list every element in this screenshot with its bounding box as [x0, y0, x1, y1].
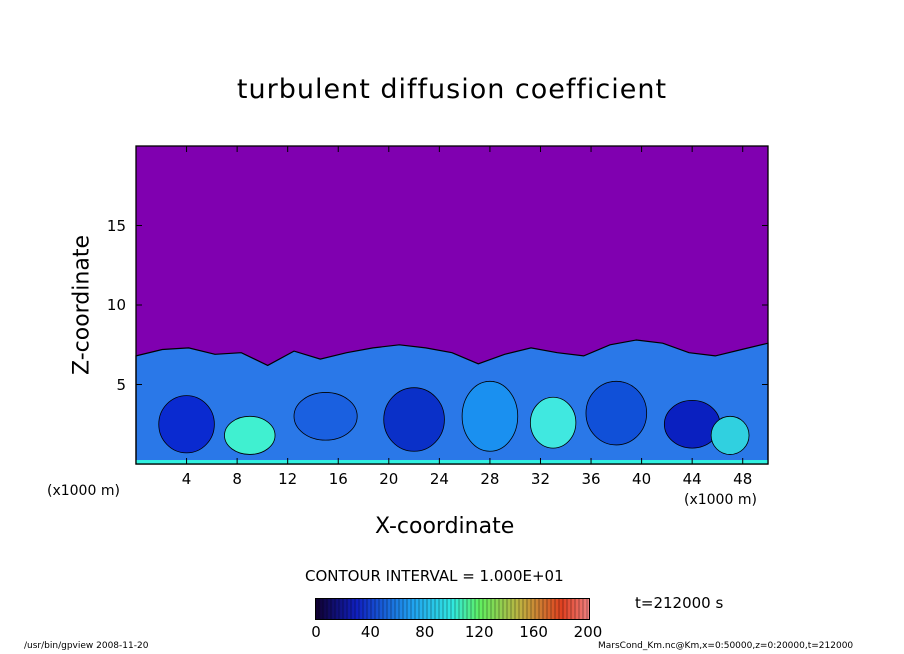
footer-source: MarsCond_Km.nc@Km,x=0:50000,z=0:20000,t=… — [598, 641, 854, 651]
turbulent-eddies — [136, 380, 768, 464]
y-tick-label: 5 — [116, 375, 126, 394]
eddy — [529, 396, 577, 449]
x-tick-label: 32 — [530, 470, 551, 488]
y-tick-label: 15 — [106, 216, 126, 235]
x-tick-label: 44 — [682, 470, 702, 488]
x-tick-label: 4 — [181, 470, 192, 488]
surface-layer — [136, 460, 768, 464]
x-unit-label-right: (x1000 m) — [684, 492, 757, 508]
colorbar-tick-label: 80 — [415, 623, 435, 641]
eddy — [585, 380, 648, 446]
x-tick-label: 20 — [379, 470, 399, 488]
x-tick-label: 40 — [632, 470, 652, 488]
footer-command: /usr/bin/gpview 2008-11-20 — [24, 641, 149, 651]
x-tick-label: 24 — [429, 470, 449, 488]
y-tick-label: 10 — [106, 296, 126, 314]
x-tick-label: 8 — [232, 470, 242, 488]
colorbar — [315, 598, 590, 620]
x-tick-label: 28 — [480, 470, 500, 488]
x-tick-label: 16 — [328, 470, 348, 488]
x-tick-label: 12 — [278, 470, 298, 488]
x-tick-label: 36 — [581, 470, 601, 488]
axis-ticks — [136, 146, 768, 464]
colorbar-tick-label: 40 — [360, 623, 380, 641]
colorbar-tick-label: 200 — [573, 623, 603, 641]
eddy — [224, 415, 276, 455]
colorbar-tick-label: 0 — [311, 623, 321, 641]
eddy — [383, 387, 445, 452]
eddy — [293, 392, 358, 441]
eddy — [461, 380, 519, 452]
eddy — [158, 395, 215, 454]
y-axis-label: Z-coordinate — [69, 235, 95, 375]
colorbar-tick-label: 160 — [519, 623, 548, 641]
x-tick-label: 48 — [733, 470, 753, 488]
colorbar-tick-label: 120 — [464, 623, 494, 641]
x-axis-label: X-coordinate — [375, 514, 515, 539]
time-label: t=212000 s — [635, 594, 724, 612]
x-unit-label-left: (x1000 m) — [47, 483, 120, 499]
contour-interval-label: CONTOUR INTERVAL = 1.000E+01 — [305, 567, 564, 585]
eddy — [710, 415, 750, 455]
chart-title: turbulent diffusion coefficient — [236, 74, 668, 105]
